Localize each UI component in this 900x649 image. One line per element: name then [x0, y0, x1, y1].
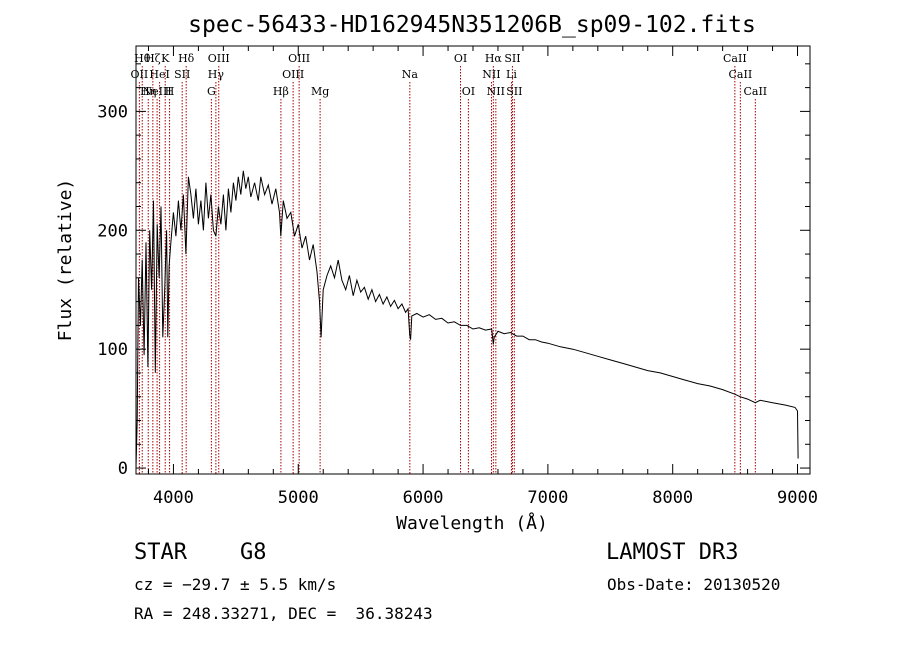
line-label: Hη: [140, 85, 156, 98]
line-markers: [138, 66, 756, 474]
line-label: Hδ: [178, 52, 195, 65]
object-type: STAR: [134, 540, 187, 565]
chart-title: spec-56433-HD162945N351206B_sp09-102.fit…: [188, 12, 756, 38]
line-label: SII: [504, 52, 520, 65]
line-label: Hα: [485, 52, 503, 65]
x-axis-label: Wavelength (Å): [396, 512, 548, 534]
line-label: CaII: [723, 52, 747, 65]
x-tick-label: 8000: [652, 488, 693, 508]
line-label: K: [161, 52, 170, 65]
y-tick-label: 300: [97, 102, 128, 122]
x-tick-label: 7000: [527, 488, 568, 508]
subclass: G8: [240, 540, 267, 565]
line-label: NII: [487, 85, 505, 98]
x-tick-label: 9000: [777, 488, 818, 508]
redshift-info: cz = −29.7 ± 5.5 km/s: [134, 575, 337, 594]
obs-date: Obs-Date: 20130520: [607, 575, 781, 594]
line-label: OI: [454, 52, 467, 65]
line-label: OIII: [288, 52, 310, 65]
coordinates: RA = 248.33271, DEC = 36.38243: [134, 604, 433, 623]
line-label: Mg: [311, 85, 329, 98]
line-labels: OII Hθ Hη Hζ NeIII HeI K H SII Hδ G Hγ OIII Hβ OIII OII…: [131, 52, 768, 98]
x-tick-label: 4000: [153, 488, 194, 508]
line-label: SII: [506, 85, 522, 98]
x-tick-label: 5000: [278, 488, 319, 508]
line-label: CaII: [729, 68, 753, 81]
y-axis-label: Flux (relative): [55, 179, 76, 342]
line-label: H: [165, 85, 175, 98]
line-label: Hζ: [145, 52, 161, 65]
line-label: OIII: [208, 52, 230, 65]
line-label: NII: [482, 68, 500, 81]
line-label: HeI: [149, 68, 169, 81]
spectrum-line: [135, 170, 799, 469]
line-label: OI: [462, 85, 475, 98]
plot-frame: [135, 45, 811, 475]
x-axis: 4000 5000 6000 7000 8000 9000: [147, 46, 818, 508]
y-tick-label: 100: [97, 340, 128, 360]
line-label: Hβ: [273, 85, 289, 98]
y-tick-label: 0: [118, 459, 128, 479]
line-label: Hγ: [208, 68, 225, 81]
line-label: Li: [506, 68, 517, 81]
x-tick-label: 6000: [403, 488, 444, 508]
line-label: OII: [131, 68, 149, 81]
y-tick-label: 200: [97, 221, 128, 241]
line-label: CaII: [743, 85, 767, 98]
line-label: Hθ: [134, 52, 151, 65]
survey-name: LAMOST DR3: [606, 540, 739, 565]
line-label: Na: [402, 68, 419, 81]
line-label: G: [207, 85, 216, 98]
line-label: SII: [174, 68, 190, 81]
line-label: NeIII: [143, 85, 172, 98]
y-axis: 0 100 200 300: [97, 63, 810, 479]
line-label: OIII: [282, 68, 304, 81]
